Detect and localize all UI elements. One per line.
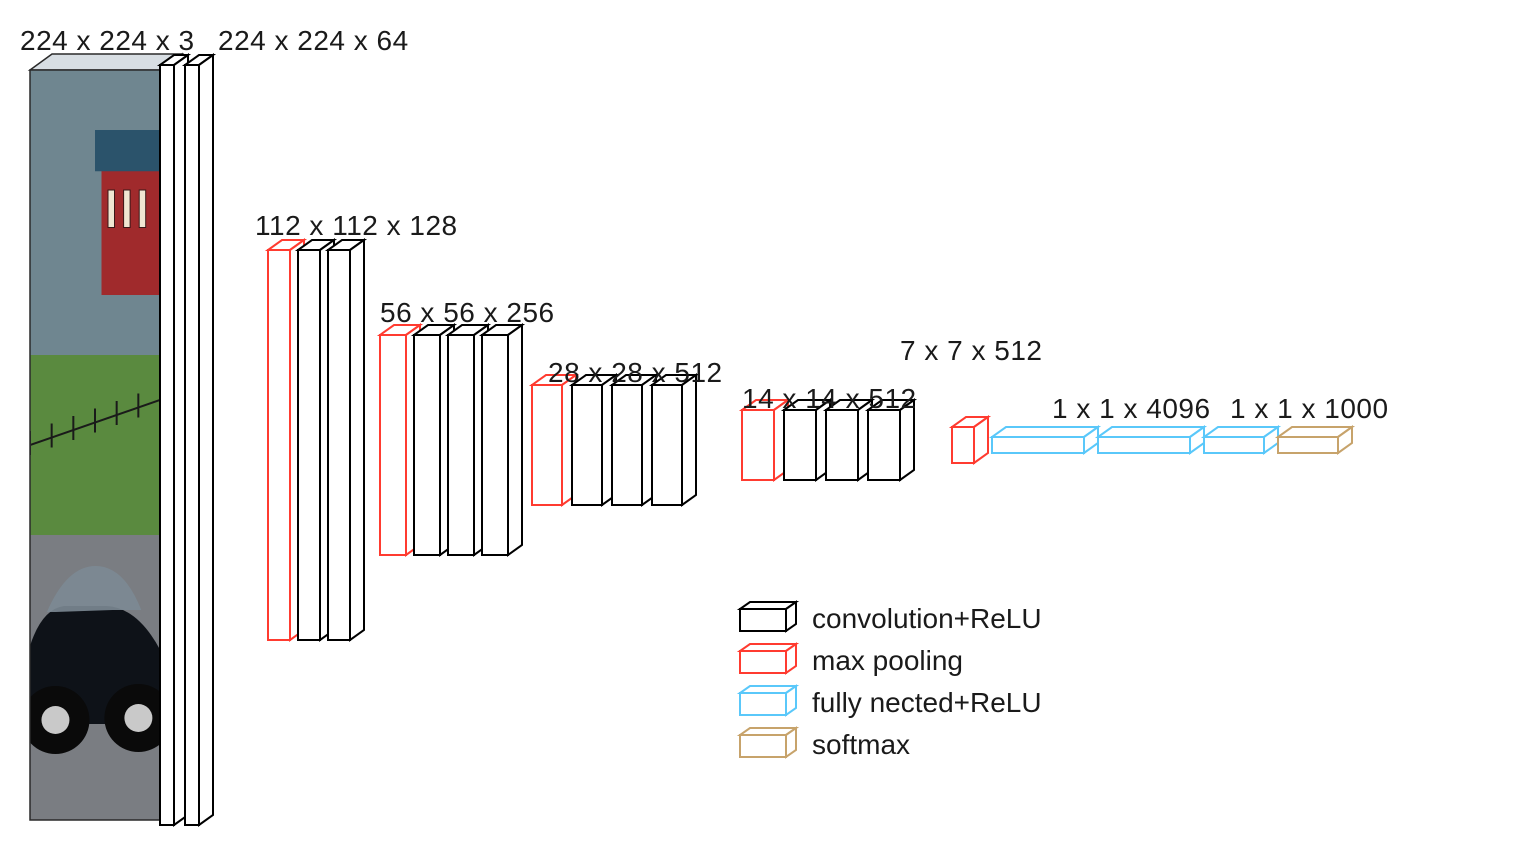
dim-label-1: 224 x 224 x 64 [218,25,409,56]
layer-conv-0 [160,55,188,825]
legend-swatch-fc [740,686,796,715]
dim-label-8: 1 x 1 x 1000 [1230,393,1389,424]
legend-swatch-conv [740,602,796,631]
legend: convolution+ReLU max pooling fully nected+… [812,603,1042,760]
layer-conv-8 [482,325,522,555]
layer-softmax-21 [1278,427,1352,453]
dim-label-0: 224 x 224 x 3 [20,25,195,56]
layer-pool-17 [952,417,988,463]
layer-fc-19 [1098,427,1204,453]
layer-fc-20 [1204,427,1278,453]
layer-pool-9 [532,375,576,505]
dim-label-3: 56 x 56 x 256 [380,297,555,328]
legend-label-conv: convolution+ReLU [812,603,1042,634]
layer-conv-1 [185,55,213,825]
dim-label-6: 7 x 7 x 512 [900,335,1042,366]
layer-conv-10 [572,375,616,505]
layer-conv-4 [328,240,364,640]
legend-swatch-softmax [740,728,796,757]
layer-conv-12 [652,375,696,505]
vgg-architecture-diagram: 224 x 224 x 3 224 x 224 x 64 112 x 112 x 1… [0,0,1520,866]
layer-conv-11 [612,375,656,505]
layer-fc-18 [992,427,1098,453]
dim-label-7: 1 x 1 x 4096 [1052,393,1211,424]
input-image [21,54,182,820]
legend-label-fc: fully nected+ReLU [812,687,1042,718]
legend-label-pool: max pooling [812,645,963,676]
dim-label-2: 112 x 112 x 128 [255,210,458,241]
legend-label-softmax: softmax [812,729,910,760]
dim-label-5: 14 x 14 x 512 [742,383,917,414]
dim-label-4: 28 x 28 x 512 [548,357,723,388]
legend-swatch-pool [740,644,796,673]
